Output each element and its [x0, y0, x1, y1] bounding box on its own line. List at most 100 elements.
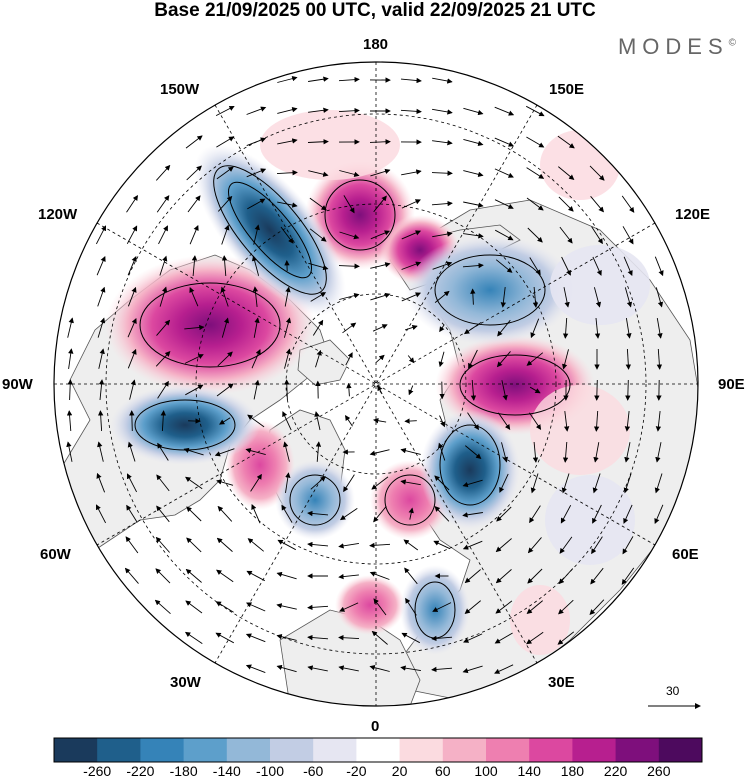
wind-vector	[623, 473, 632, 494]
wind-vector	[530, 318, 540, 339]
wind-vector	[284, 379, 290, 400]
wind-vector	[558, 568, 574, 585]
colorbar-outline	[53, 737, 703, 763]
lon-label-60w: 60W	[40, 546, 71, 563]
wind-vector	[127, 286, 137, 307]
wind-vector	[307, 139, 329, 145]
wind-vector	[438, 351, 445, 368]
wind-vector	[344, 415, 353, 427]
wind-vector	[369, 542, 391, 549]
wind-vector	[562, 317, 569, 339]
wind-vector	[558, 166, 575, 180]
wind-vector	[561, 256, 571, 276]
wind-vector	[308, 76, 329, 82]
map-border	[53, 61, 699, 707]
lon-label-60e: 60E	[672, 546, 699, 563]
low-center	[420, 410, 520, 530]
wind-vector	[308, 170, 329, 177]
wind-vector	[532, 441, 539, 463]
contour-lines	[134, 165, 571, 639]
wind-vector	[621, 195, 635, 213]
wind-vector	[369, 665, 390, 672]
wind-vector	[654, 473, 663, 494]
wind-vector	[594, 379, 600, 401]
wind-vector	[527, 537, 542, 554]
wind-vector	[245, 633, 266, 643]
wind-vector	[245, 602, 266, 612]
wind-vector	[245, 664, 266, 674]
wind-vector	[372, 324, 388, 332]
wind-vector	[432, 140, 453, 146]
wind-vector	[338, 634, 360, 641]
wind-vector	[315, 441, 322, 462]
colorbar-tick-label: 60	[435, 763, 451, 779]
wind-vector	[246, 168, 267, 178]
wind-vector	[343, 195, 355, 214]
wind-vector	[98, 379, 105, 401]
wind-vector	[251, 503, 261, 524]
wind-vector	[216, 569, 234, 583]
wind-vector	[494, 168, 514, 178]
wind-vector	[338, 665, 359, 672]
wind-vector	[277, 201, 298, 208]
wind-vector	[184, 354, 204, 364]
wind-vector	[245, 447, 266, 456]
wind-vector	[401, 169, 422, 176]
wind-vector	[96, 255, 106, 276]
wind-vector	[252, 286, 259, 307]
wind-vector	[373, 598, 387, 616]
wind-vector	[253, 379, 260, 400]
wind-vector	[339, 602, 359, 612]
wind-vector	[156, 195, 170, 213]
wind-vector	[623, 256, 633, 277]
lon-label-0: 0	[371, 718, 380, 735]
wind-vector	[401, 261, 422, 270]
wind-vector	[96, 472, 106, 493]
colorbar-tick-label: -260	[83, 763, 112, 779]
wind-vector	[126, 473, 137, 493]
wind-vector	[185, 568, 202, 583]
lon-label-30w: 30W	[170, 674, 201, 691]
wind-vector	[251, 348, 261, 369]
wind-vector	[401, 230, 422, 240]
wind-vector	[655, 442, 662, 463]
wind-vector	[307, 510, 329, 517]
colorbar-swatch	[226, 738, 271, 762]
wind-vector	[339, 293, 360, 300]
arctic-islands	[297, 339, 351, 386]
wind-vector	[464, 569, 481, 584]
wind-vector	[527, 568, 543, 584]
colorbar-swatch	[140, 738, 185, 762]
lon-label-90w: 90W	[2, 376, 33, 393]
wind-vector	[125, 536, 139, 554]
colorbar-tick-label: 100	[474, 763, 498, 779]
wind-vector	[67, 317, 74, 338]
wind-vector	[463, 170, 484, 177]
wind-vector	[557, 135, 575, 149]
wind-vector	[220, 286, 229, 307]
wind-vector	[315, 349, 322, 368]
wind-vector	[526, 167, 545, 179]
wind-vector	[159, 255, 168, 276]
colorbar-swatch	[97, 738, 141, 762]
wind-vector	[95, 504, 106, 524]
wind-vector	[124, 567, 139, 584]
wind-vector	[463, 201, 484, 208]
lon-label-150e: 150E	[549, 81, 585, 98]
wind-vector	[216, 136, 235, 148]
brand-logo: MODES©	[618, 34, 736, 60]
wind-vector	[462, 540, 483, 550]
low-center	[275, 460, 355, 540]
wind-vector	[594, 317, 601, 339]
wind-vector	[622, 226, 634, 245]
wind-vector	[559, 536, 573, 554]
wind-vector	[247, 414, 265, 428]
wind-vector	[431, 200, 453, 207]
wind-vector	[373, 195, 387, 213]
wind-vector	[593, 442, 600, 463]
lon-label-120w: 120W	[38, 206, 78, 223]
wind-vector	[307, 541, 329, 548]
wind-vector	[156, 505, 170, 523]
wind-vector	[494, 632, 513, 644]
